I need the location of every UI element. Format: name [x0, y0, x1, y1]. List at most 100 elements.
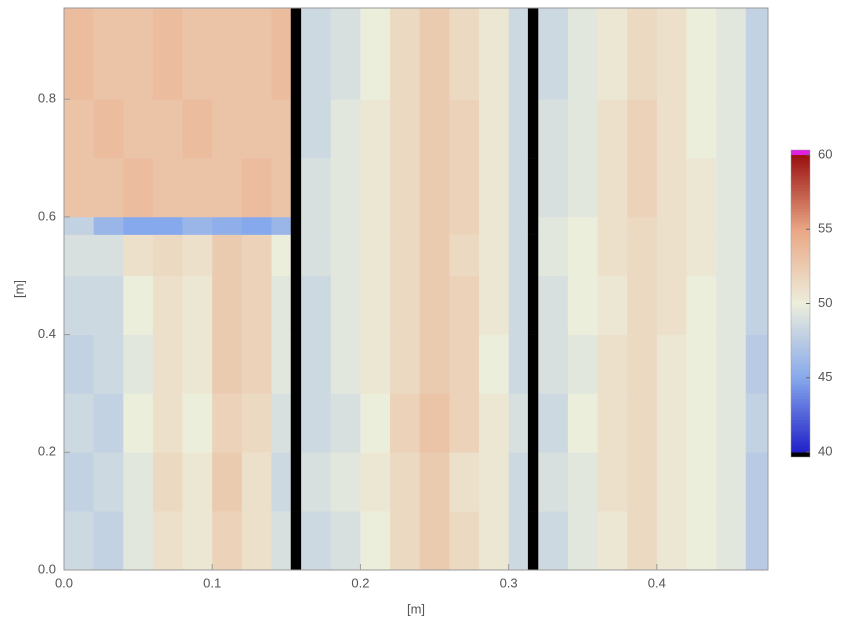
colorbar-step — [791, 226, 810, 230]
heat-cell — [271, 8, 292, 100]
heat-cell — [508, 234, 529, 277]
colorbar-step — [791, 309, 810, 313]
colorbar-step — [791, 193, 810, 198]
heat-cell — [745, 158, 769, 218]
colorbar-step — [791, 288, 810, 293]
colorbar-step — [791, 351, 810, 355]
heat-cell — [538, 393, 569, 453]
heat-cell — [182, 452, 213, 512]
colorbar-step — [791, 362, 810, 367]
heat-cell — [330, 334, 361, 394]
heat-cell — [478, 511, 509, 571]
colorbar-step — [791, 211, 810, 215]
heat-cell — [478, 334, 509, 394]
heat-cell — [567, 234, 598, 277]
colorbar-step — [791, 348, 810, 352]
colorbar-step — [791, 220, 810, 224]
colorbar-step — [791, 428, 810, 432]
heat-cell — [478, 8, 509, 100]
heat-cell — [627, 452, 658, 512]
colorbar-step — [791, 395, 810, 400]
colorbar-step — [791, 155, 810, 159]
heat-cell — [64, 452, 94, 512]
heat-cell — [271, 511, 292, 571]
heat-cell — [93, 393, 124, 453]
heat-cell — [301, 452, 332, 512]
heat-cell — [449, 275, 480, 335]
heat-cell — [152, 234, 183, 277]
heat-cell — [271, 393, 292, 453]
heat-cell — [330, 511, 361, 571]
heat-cell — [478, 99, 509, 159]
heat-cell — [449, 158, 480, 218]
heat-cell — [527, 275, 539, 335]
colorbar-step — [791, 425, 810, 429]
heat-cell — [360, 275, 391, 335]
heat-cell — [449, 99, 480, 159]
colorbar-step — [791, 199, 810, 204]
heat-cell — [330, 216, 361, 235]
heat-cell — [567, 452, 598, 512]
heat-cell — [478, 216, 509, 235]
heat-cell — [390, 334, 421, 394]
heat-cell — [390, 8, 421, 100]
heat-cell — [508, 393, 529, 453]
colorbar-tick-label: 45 — [818, 369, 832, 384]
heat-cell — [567, 8, 598, 100]
heat-cell — [745, 216, 769, 235]
heat-cell — [656, 158, 687, 218]
colorbar-step — [791, 169, 810, 174]
heat-cell — [241, 275, 272, 335]
heat-cell — [93, 158, 124, 218]
heat-cell — [745, 234, 769, 277]
heat-cell — [64, 511, 94, 571]
colorbar-step — [791, 443, 810, 447]
heat-cell — [508, 158, 529, 218]
heat-cell — [597, 334, 628, 394]
heat-cell — [508, 452, 529, 512]
colorbar-step — [791, 368, 810, 373]
heat-cell — [152, 393, 183, 453]
y-tick-label: 0.8 — [38, 91, 56, 106]
heat-cell — [627, 334, 658, 394]
heat-cell — [182, 234, 213, 277]
colorbar-tick-label: 40 — [818, 443, 832, 458]
heat-cell — [538, 275, 569, 335]
colorbar-tick-label: 60 — [818, 146, 832, 161]
colorbar-step — [791, 232, 810, 236]
heat-cell — [478, 393, 509, 453]
heat-cell — [212, 511, 243, 571]
heat-cell — [597, 234, 628, 277]
heat-cell — [390, 511, 421, 571]
colorbar-step — [791, 386, 810, 391]
heat-cell — [419, 511, 450, 571]
heat-cell — [182, 216, 213, 235]
heat-cell — [123, 216, 154, 235]
colorbar-step — [791, 446, 810, 450]
heat-cell — [330, 8, 361, 100]
heat-cell — [527, 511, 539, 571]
heat-cell — [64, 8, 94, 100]
heat-cell — [597, 275, 628, 335]
heat-cell — [419, 234, 450, 277]
heat-cell — [478, 234, 509, 277]
heat-cell — [330, 158, 361, 218]
colorbar-step — [791, 175, 810, 180]
colorbar-step — [791, 398, 810, 403]
heat-cell — [716, 511, 747, 571]
heat-cell — [212, 275, 243, 335]
heat-cell — [271, 99, 292, 159]
colorbar-step — [791, 377, 810, 382]
heat-cell — [212, 393, 243, 453]
heat-cell — [538, 216, 569, 235]
heat-cell — [567, 99, 598, 159]
heat-cell — [656, 334, 687, 394]
heat-cell — [212, 99, 243, 159]
colorbar-step — [791, 339, 810, 343]
heat-cell — [656, 234, 687, 277]
heat-cell — [686, 99, 717, 159]
heat-cell — [627, 393, 658, 453]
colorbar-over — [791, 150, 810, 155]
heat-cell — [360, 511, 391, 571]
